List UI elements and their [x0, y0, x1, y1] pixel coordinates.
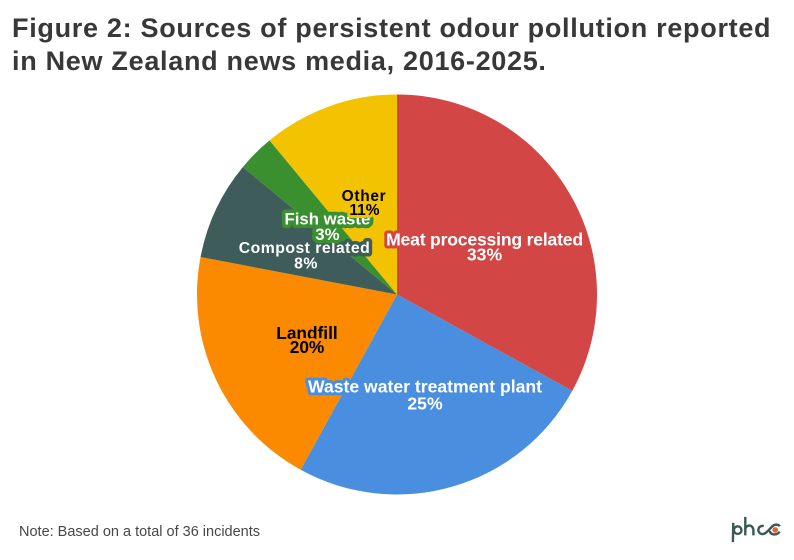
svg-text:25%: 25% — [407, 394, 443, 414]
svg-text:Meat processing related: Meat processing related — [386, 229, 583, 249]
svg-text:Fish waste: Fish waste — [284, 210, 370, 229]
svg-text:8%: 8% — [294, 256, 318, 273]
svg-text:Compost related: Compost related — [239, 240, 370, 257]
svg-text:Waste water treatment plant: Waste water treatment plant — [308, 377, 542, 397]
svg-text:20%: 20% — [290, 337, 325, 357]
svg-text:Landfill: Landfill — [276, 323, 337, 343]
svg-text:11%: 11% — [349, 202, 379, 219]
svg-text:3%: 3% — [315, 225, 339, 244]
svg-text:Other: Other — [342, 188, 387, 205]
svg-text:33%: 33% — [467, 245, 503, 265]
